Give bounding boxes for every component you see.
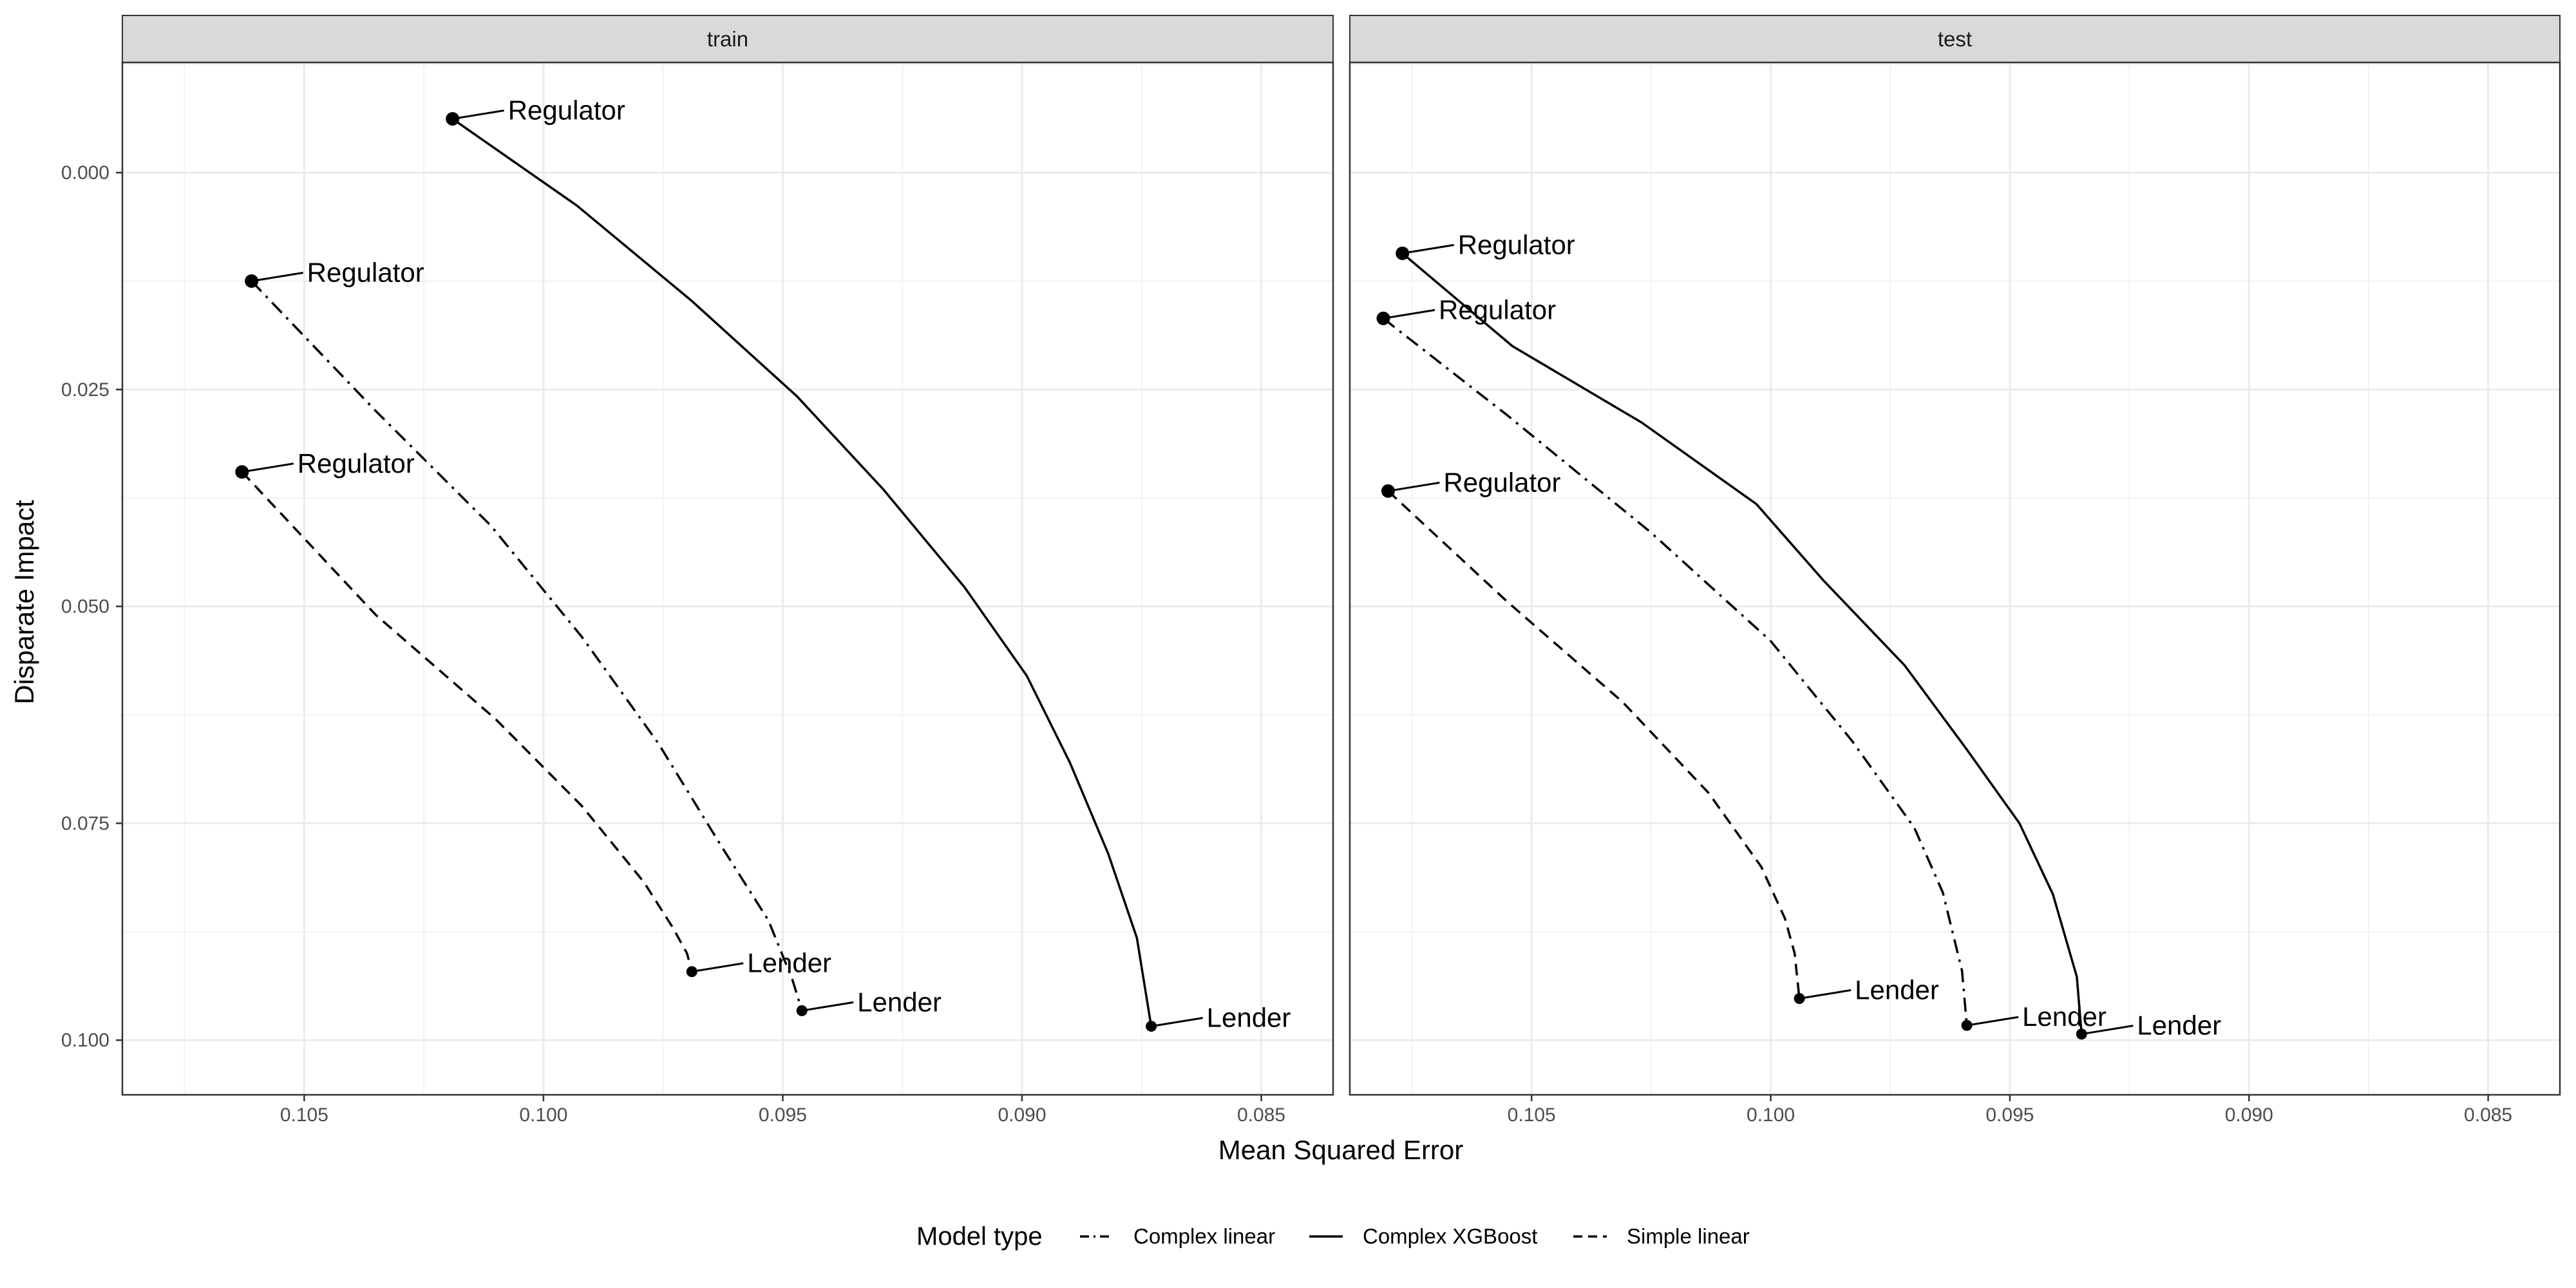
point-label-lender: Lender xyxy=(747,948,831,978)
labeled-points: Regulator Lender Regulator Lender Regulator L… xyxy=(235,95,1291,1033)
x-tick-label: 0.105 xyxy=(1508,1104,1556,1126)
legend-label: Complex XGBoost xyxy=(1363,1224,1537,1248)
gridlines xyxy=(1350,62,2560,1095)
data-point-regulator xyxy=(245,274,259,288)
label-leader-line xyxy=(801,1001,854,1012)
label-leader-line xyxy=(2081,1025,2134,1036)
label-leader-line xyxy=(452,109,504,120)
point-label-lender: Lender xyxy=(2137,1010,2221,1041)
y-tick-label: 0.050 xyxy=(61,596,109,618)
series-layer xyxy=(1382,252,2083,1034)
label-leader-line xyxy=(251,271,303,282)
point-label-regulator: Regulator xyxy=(508,95,625,126)
point-label-lender: Lender xyxy=(1207,1003,1291,1033)
point-label-lender: Lender xyxy=(857,987,942,1017)
facet-strip xyxy=(1349,15,2561,63)
legend-title: Model type xyxy=(916,1222,1043,1251)
data-point-regulator xyxy=(1381,484,1395,498)
x-tick-label: 0.100 xyxy=(519,1104,567,1126)
point-label-regulator: Regulator xyxy=(1443,467,1560,497)
point-label-regulator: Regulator xyxy=(307,257,424,287)
legend: Model type Complex linear Complex XGBoost… xyxy=(916,1222,1750,1251)
label-leader-line xyxy=(1151,1017,1203,1028)
legend-entries: Complex linear Complex XGBoost Simple line… xyxy=(1080,1224,1750,1248)
panel-train: trainRegulatorLenderRegulatorLenderRegul… xyxy=(61,15,1334,1126)
series-line-simple-linear xyxy=(1387,490,1801,999)
point-label-regulator: Regulator xyxy=(1439,294,1556,325)
panels-layer: trainRegulatorLenderRegulatorLenderRegul… xyxy=(61,15,2561,1126)
facet-strip-label: train xyxy=(707,27,748,51)
label-leader-line xyxy=(1383,308,1435,319)
x-tick-label: 0.090 xyxy=(2225,1104,2273,1126)
point-label-regulator: Regulator xyxy=(298,448,415,478)
data-point-lender xyxy=(1794,992,1805,1004)
data-point-lender xyxy=(1146,1021,1157,1032)
series-line-complex-linear xyxy=(251,280,803,1011)
panel-background xyxy=(1350,62,2560,1095)
gridlines xyxy=(122,62,1333,1095)
data-point-lender xyxy=(796,1005,808,1016)
label-leader-line xyxy=(1388,481,1440,492)
x-axis-title: Mean Squared Error xyxy=(1218,1135,1464,1165)
label-leader-line xyxy=(242,462,294,473)
y-tick-label: 0.000 xyxy=(61,162,109,184)
data-point-lender xyxy=(686,966,697,978)
x-tick-label: 0.090 xyxy=(998,1104,1046,1126)
y-tick-label: 0.025 xyxy=(61,379,109,401)
x-tick-label: 0.095 xyxy=(1985,1104,2034,1126)
x-tick-label: 0.105 xyxy=(280,1104,328,1126)
point-label-lender: Lender xyxy=(1855,974,1939,1005)
y-axis-title: Disparate Impact xyxy=(9,500,39,705)
label-leader-line xyxy=(1799,989,1852,999)
label-leader-line xyxy=(1402,243,1454,254)
point-label-lender: Lender xyxy=(2022,1001,2107,1032)
legend-entry-complex-xgboost: Complex XGBoost xyxy=(1309,1224,1537,1248)
y-tick-label: 0.100 xyxy=(61,1030,109,1051)
panel-border xyxy=(1349,61,2561,1096)
x-tick-label: 0.100 xyxy=(1747,1104,1795,1126)
series-line-complex-xgboost xyxy=(1401,252,2083,1034)
data-point-regulator xyxy=(1376,311,1390,325)
x-tick-label: 0.085 xyxy=(1237,1104,1285,1126)
labeled-points: Regulator Lender Regulator Lender Regulator L… xyxy=(1376,229,2221,1041)
label-leader-line xyxy=(692,962,744,973)
facet-strip xyxy=(122,15,1334,63)
legend-entry-simple-linear: Simple linear xyxy=(1573,1224,1750,1248)
y-axis-ticks: 0.000 0.025 0.050 0.075 0.100 xyxy=(61,162,122,1051)
point-label-regulator: Regulator xyxy=(1458,229,1575,260)
series-line-simple-linear xyxy=(241,471,693,972)
facet-strip-label: test xyxy=(1938,27,1972,51)
panel-border xyxy=(121,61,1334,1096)
x-axis-ticks: 0.105 0.100 0.095 0.090 0.085 xyxy=(280,1095,1285,1126)
legend-label: Simple linear xyxy=(1627,1224,1750,1248)
data-point-lender xyxy=(1961,1019,1973,1031)
legend-label: Complex linear xyxy=(1133,1224,1275,1248)
data-point-regulator xyxy=(446,112,460,126)
x-tick-label: 0.085 xyxy=(2464,1104,2512,1126)
panel-test: testRegulatorLenderRegulatorLenderRegula… xyxy=(1349,15,2561,1126)
data-point-regulator xyxy=(235,465,249,479)
series-line-complex-xgboost xyxy=(451,118,1153,1027)
series-layer xyxy=(241,118,1153,1027)
series-line-complex-linear xyxy=(1382,317,1968,1026)
x-axis-ticks: 0.105 0.100 0.095 0.090 0.085 xyxy=(1508,1095,2512,1126)
label-leader-line xyxy=(1966,1016,2019,1027)
y-tick-label: 0.075 xyxy=(61,813,109,834)
legend-entry-complex-linear: Complex linear xyxy=(1080,1224,1275,1248)
data-point-lender xyxy=(2076,1028,2087,1040)
x-tick-label: 0.095 xyxy=(759,1104,807,1126)
data-point-regulator xyxy=(1396,246,1410,260)
